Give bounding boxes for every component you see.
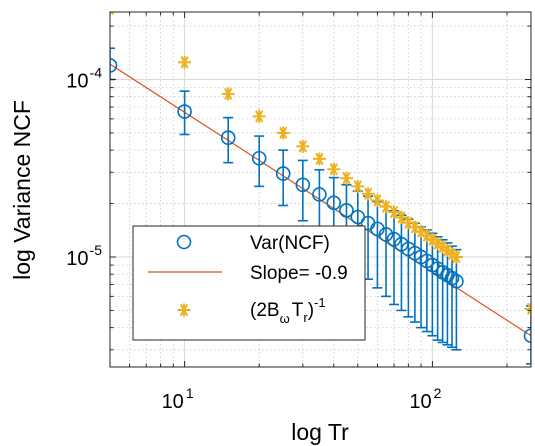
- theory-point: [312, 152, 326, 166]
- x-axis-label: log Tr: [291, 419, 349, 445]
- asterisk-stroke: [526, 306, 531, 316]
- asterisk-stroke: [526, 302, 531, 311]
- x-tick-exponent: 1: [186, 385, 194, 401]
- legend-theory-sup: -1: [314, 295, 326, 310]
- y-tick-base: 10: [66, 70, 88, 92]
- x-tick-label: 10 1: [162, 385, 194, 413]
- theory-point: [524, 302, 531, 316]
- var-point: [295, 177, 311, 193]
- plot-frame: [109, 11, 532, 368]
- y-tick-label: 10-4: [66, 64, 102, 92]
- var-point: [378, 227, 394, 242]
- legend: Var(NCF) Slope= -0.9 (2Bω Tr)-1: [132, 225, 366, 341]
- asterisk-stroke: [110, 12, 115, 15]
- theory-point: [178, 55, 192, 69]
- var-point: [220, 130, 236, 145]
- var-point: [449, 273, 464, 289]
- y-tick-exponent: -5: [90, 242, 103, 258]
- theory-point: [110, 12, 115, 16]
- legend-theory-marker: [177, 303, 191, 317]
- x-tick-base: 10: [409, 391, 431, 413]
- slope-layer: [110, 63, 531, 337]
- theory-point: [252, 109, 266, 123]
- theory-point: [327, 162, 341, 176]
- var-point: [386, 231, 402, 247]
- x-tick-label: 10 2: [409, 385, 441, 413]
- var-point: [523, 328, 531, 344]
- legend-slope-label: Slope= -0.9: [250, 263, 348, 284]
- slope-line: [110, 63, 531, 337]
- theory-point: [296, 139, 310, 153]
- x-tick-base: 10: [162, 391, 184, 413]
- marker-layer: [110, 12, 531, 344]
- var-point: [444, 270, 460, 286]
- var-point: [312, 187, 327, 202]
- var-point: [177, 104, 192, 119]
- theory-point: [370, 194, 384, 208]
- tick-labels: 10 1 10 210-510-4: [66, 64, 441, 413]
- y-axis-label: log Variance NCF: [9, 100, 35, 280]
- theory-point: [339, 171, 353, 185]
- legend-box: [132, 225, 366, 341]
- legend-theory-label: (2Bω Tr)-1: [250, 295, 326, 326]
- legend-theory-sub-omega: ω: [280, 311, 290, 326]
- legend-theory-paren: ): [308, 300, 314, 321]
- var-point: [326, 195, 342, 211]
- theory-point: [276, 126, 290, 140]
- legend-var-marker: [176, 234, 192, 250]
- legend-var-label: Var(NCF): [250, 233, 330, 254]
- legend-theory-part-t: T: [292, 300, 304, 321]
- var-point: [339, 203, 354, 218]
- x-tick-exponent: 2: [434, 385, 442, 401]
- axis-ticks: [110, 12, 531, 367]
- y-tick-base: 10: [66, 248, 88, 270]
- y-tick-label: 10-5: [66, 242, 102, 270]
- theory-point: [361, 187, 375, 201]
- y-tick-exponent: -4: [90, 64, 103, 80]
- var-point: [110, 58, 118, 73]
- theory-point: [449, 250, 463, 264]
- var-point: [275, 166, 291, 181]
- theory-point: [379, 200, 393, 214]
- legend-asterisk: [177, 303, 191, 317]
- legend-theory-sub-r: r: [303, 310, 308, 325]
- theory-point: [351, 179, 365, 193]
- theory-point: [221, 87, 235, 101]
- legend-theory-part-a: (2B: [250, 300, 280, 321]
- var-point: [251, 150, 267, 166]
